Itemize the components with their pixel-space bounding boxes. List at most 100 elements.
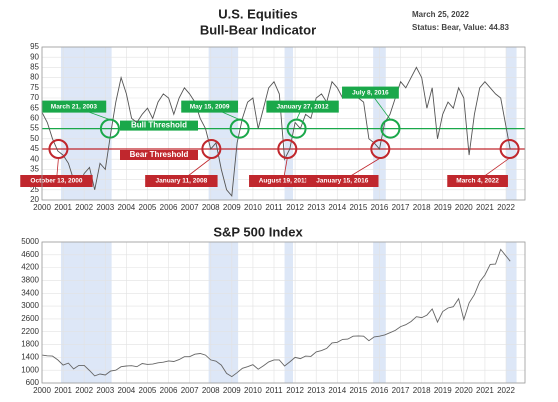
y-tick-label: 70 — [30, 93, 39, 102]
callout-label: January 27, 2012 — [277, 103, 329, 110]
callout-label: March 4, 2022 — [456, 178, 499, 185]
x-tick-label: 2012 — [286, 386, 304, 395]
y-tick-label: 4200 — [21, 263, 39, 272]
x-tick-label: 2012 — [286, 203, 304, 212]
x-tick-label: 2005 — [139, 203, 157, 212]
x-tick-label: 2022 — [497, 386, 515, 395]
y-tick-label: 600 — [26, 378, 40, 387]
date-label: March 25, 2022 — [412, 10, 469, 19]
x-tick-label: 2019 — [434, 386, 452, 395]
y-tick-label: 4600 — [21, 250, 39, 259]
callout-box — [20, 175, 93, 187]
x-tick-label: 2013 — [307, 203, 325, 212]
x-tick-label: 2020 — [455, 386, 473, 395]
x-tick-label: 2021 — [476, 203, 494, 212]
threshold-label-box — [120, 120, 198, 131]
threshold-label-box — [120, 150, 198, 160]
shaded-period — [60, 242, 112, 383]
callout-label: May 15, 2009 — [190, 103, 230, 110]
y-tick-label: 1800 — [21, 340, 39, 349]
callout-circle — [380, 118, 401, 139]
callout-box — [181, 100, 239, 113]
y-tick-label: 90 — [30, 52, 39, 61]
callout-circle — [99, 118, 120, 139]
plot-frame — [41, 241, 526, 384]
y-tick-label: 25 — [30, 185, 39, 194]
x-tick-label: 2000 — [33, 386, 51, 395]
x-tick-label: 2020 — [455, 203, 473, 212]
x-tick-label: 2004 — [117, 386, 135, 395]
x-tick-label: 2006 — [160, 203, 178, 212]
callout-box — [249, 175, 318, 187]
data-line — [41, 66, 511, 197]
x-tick-label: 2021 — [476, 386, 494, 395]
chart-title: U.S. Equities — [218, 6, 297, 21]
x-tick-label: 2013 — [307, 386, 325, 395]
y-tick-label: 60 — [30, 114, 39, 123]
x-tick-label: 2002 — [75, 203, 93, 212]
callout-label: January 15, 2016 — [316, 178, 368, 185]
x-tick-label: 2008 — [202, 203, 220, 212]
threshold-label: Bear Threshold — [130, 150, 189, 159]
x-tick-label: 2014 — [328, 386, 346, 395]
x-tick-label: 2010 — [244, 386, 262, 395]
x-tick-label: 2018 — [413, 203, 431, 212]
y-tick-label: 3000 — [21, 301, 39, 310]
x-tick-label: 2008 — [202, 386, 220, 395]
y-tick-label: 65 — [30, 103, 39, 112]
callout-label: July 8, 2016 — [352, 89, 389, 96]
callout-box — [145, 175, 218, 187]
y-tick-label: 1400 — [21, 352, 39, 361]
y-tick-label: 45 — [30, 144, 39, 153]
y-tick-label: 1000 — [21, 365, 39, 374]
y-tick-label: 5000 — [21, 237, 39, 246]
callout-circle — [286, 118, 307, 139]
y-tick-label: 55 — [30, 124, 39, 133]
y-tick-label: 3400 — [21, 288, 39, 297]
x-tick-label: 2019 — [434, 203, 452, 212]
x-tick-label: 2007 — [181, 386, 199, 395]
callout-label: August 19, 2011 — [259, 178, 309, 185]
x-tick-label: 2004 — [117, 203, 135, 212]
chart-subtitle: Bull-Bear Indicator — [200, 22, 316, 37]
callout-label: January 11, 2008 — [156, 178, 208, 185]
y-tick-label: 2200 — [21, 327, 39, 336]
y-tick-label: 20 — [30, 195, 39, 204]
callout-label: October 13, 2000 — [30, 178, 82, 185]
x-tick-label: 2014 — [328, 203, 346, 212]
shaded-period — [208, 242, 239, 383]
x-tick-label: 2022 — [497, 203, 515, 212]
y-tick-label: 75 — [30, 83, 39, 92]
x-tick-label: 2006 — [160, 386, 178, 395]
y-tick-label: 35 — [30, 165, 39, 174]
callout-circle — [229, 118, 250, 139]
shaded-period — [506, 242, 517, 383]
x-tick-label: 2015 — [349, 203, 367, 212]
data-line — [41, 248, 511, 378]
status-label: Status: Bear, Value: 44.83 — [412, 23, 509, 32]
callout-label: March 21, 2003 — [51, 103, 98, 110]
x-tick-label: 2000 — [33, 203, 51, 212]
x-tick-label: 2009 — [223, 203, 241, 212]
y-tick-label: 50 — [30, 134, 39, 143]
x-tick-label: 2011 — [265, 386, 283, 395]
threshold-label: Bull Threshold — [131, 121, 187, 130]
x-tick-label: 2001 — [54, 203, 72, 212]
callout-box — [447, 175, 508, 187]
x-tick-label: 2011 — [265, 203, 283, 212]
x-tick-label: 2015 — [349, 386, 367, 395]
x-tick-label: 2017 — [392, 386, 410, 395]
x-tick-label: 2016 — [371, 386, 389, 395]
callout-box — [266, 100, 339, 113]
y-tick-label: 3800 — [21, 276, 39, 285]
shaded-period — [284, 242, 293, 383]
x-tick-label: 2003 — [96, 386, 114, 395]
y-tick-label: 85 — [30, 63, 39, 72]
x-tick-label: 2017 — [392, 203, 410, 212]
x-tick-label: 2018 — [413, 386, 431, 395]
x-tick-label: 2010 — [244, 203, 262, 212]
x-tick-label: 2007 — [181, 203, 199, 212]
x-tick-label: 2003 — [96, 203, 114, 212]
callout-box — [306, 175, 379, 187]
